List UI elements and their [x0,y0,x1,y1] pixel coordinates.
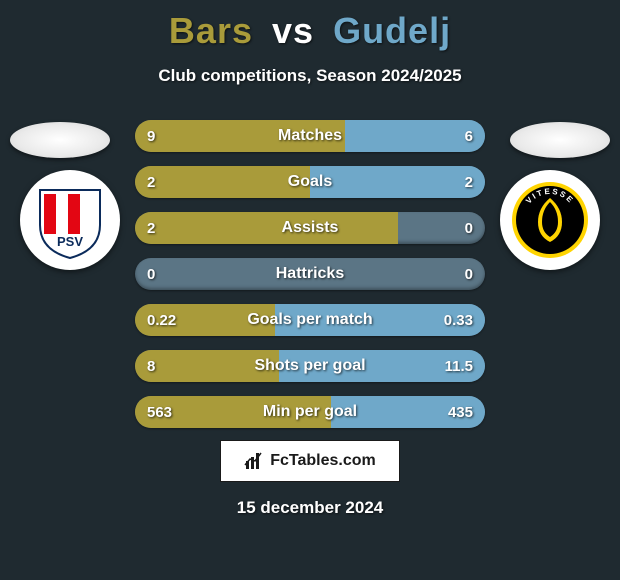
bar-row: 22Goals [135,166,485,198]
vs-text: vs [272,10,314,51]
bar-label: Hattricks [135,258,485,290]
brand-box: FcTables.com [220,440,400,482]
page-title: Bars vs Gudelj [0,0,620,52]
player2-name: Gudelj [333,10,451,51]
team1-badge: PSV [20,170,120,270]
psv-badge-icon: PSV [30,180,110,260]
bar-right-fill [310,166,485,198]
bar-right-fill [275,304,485,336]
bar-right-fill [345,120,485,152]
bar-left-value: 0 [135,258,167,290]
bar-right-fill [279,350,486,382]
bar-chart-icon [244,451,264,471]
bar-right-fill [331,396,485,428]
bar-left-fill [135,396,331,428]
date-text: 15 december 2024 [0,498,620,518]
team2-badge: VITESSE [500,170,600,270]
subtitle: Club competitions, Season 2024/2025 [0,66,620,86]
bar-row: 563435Min per goal [135,396,485,428]
team1-badge-label: PSV [57,234,83,249]
player1-face-placeholder [10,122,110,158]
vitesse-badge-icon: VITESSE [510,180,590,260]
comparison-bars: 96Matches22Goals20Assists00Hattricks0.22… [135,120,485,442]
bar-left-fill [135,350,279,382]
bar-left-fill [135,212,398,244]
bar-left-fill [135,166,310,198]
bar-row: 0.220.33Goals per match [135,304,485,336]
bar-left-fill [135,120,345,152]
bar-row: 0 0Hattricks [135,258,485,290]
bar-row: 96Matches [135,120,485,152]
content: Bars vs Gudelj Club competitions, Season… [0,0,620,580]
bar-row: 811.5Shots per goal [135,350,485,382]
bar-right-value: 0 [453,258,485,290]
player1-name: Bars [169,10,253,51]
bar-left-fill [135,304,275,336]
bar-right-value: 0 [453,212,485,244]
brand-text: FcTables.com [270,452,376,470]
player2-face-placeholder [510,122,610,158]
bar-row: 20Assists [135,212,485,244]
